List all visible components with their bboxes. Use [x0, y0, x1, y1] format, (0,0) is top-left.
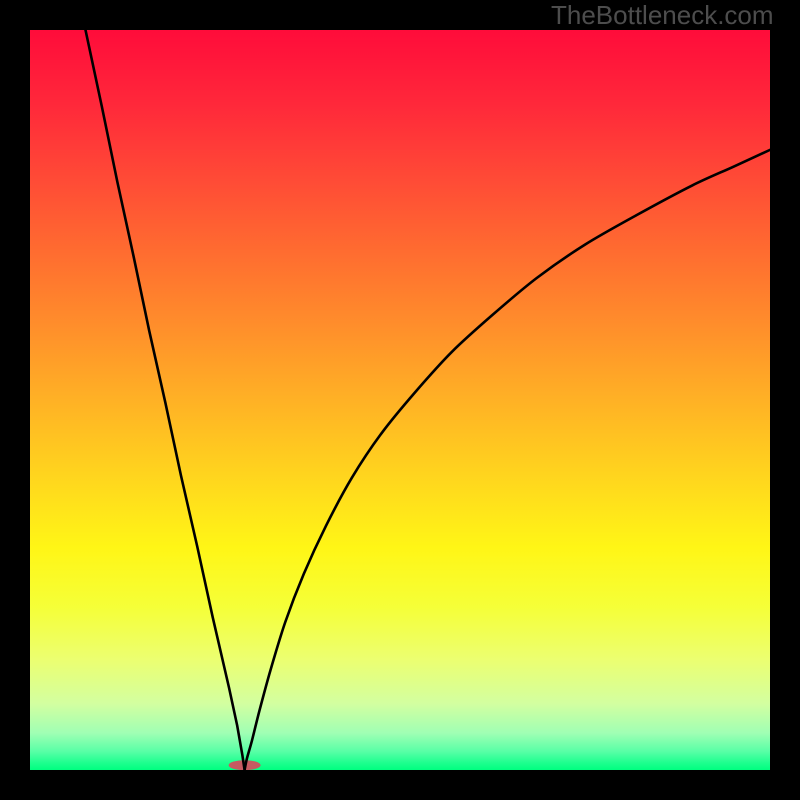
watermark-text: TheBottleneck.com: [551, 0, 774, 31]
chart-svg: [30, 30, 770, 770]
chart-container: TheBottleneck.com: [0, 0, 800, 800]
curve-right-branch: [245, 150, 770, 770]
chart-panel: [30, 30, 770, 770]
curve-left-branch: [86, 30, 245, 770]
